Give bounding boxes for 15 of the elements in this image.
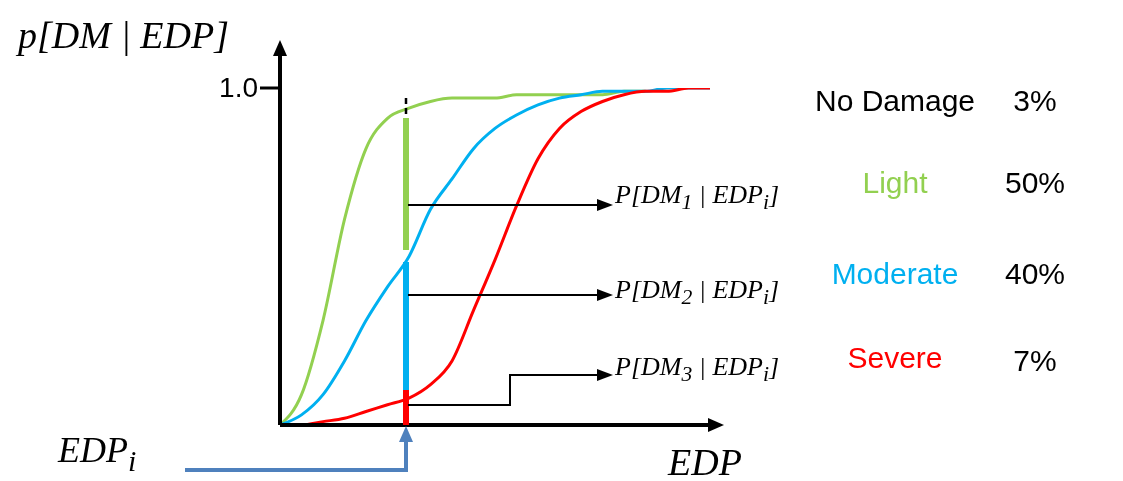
text: 50% <box>1004 165 1066 199</box>
text: 7% <box>1013 343 1057 377</box>
text: 1.0 <box>219 71 258 104</box>
text: 40% <box>1004 256 1066 290</box>
text: EDP$_{i}$ <box>58 430 137 477</box>
x-axis-title: EDP <box>668 441 742 481</box>
text: Moderate <box>831 256 959 290</box>
text: No Damage <box>814 83 976 117</box>
text: 3% <box>1013 83 1057 117</box>
annotation: P[DM$_{1}$ | EDP$_{i}$] <box>615 179 780 216</box>
text: Severe <box>847 340 943 374</box>
annotation: P[DM$_{3}$ | EDP$_{i}$] <box>615 351 780 388</box>
annotation: P[DM$_{2}$ | EDP$_{i}$] <box>615 274 780 311</box>
y-axis-title: p[DM | EDP] <box>18 14 229 57</box>
text: Light <box>862 165 928 199</box>
